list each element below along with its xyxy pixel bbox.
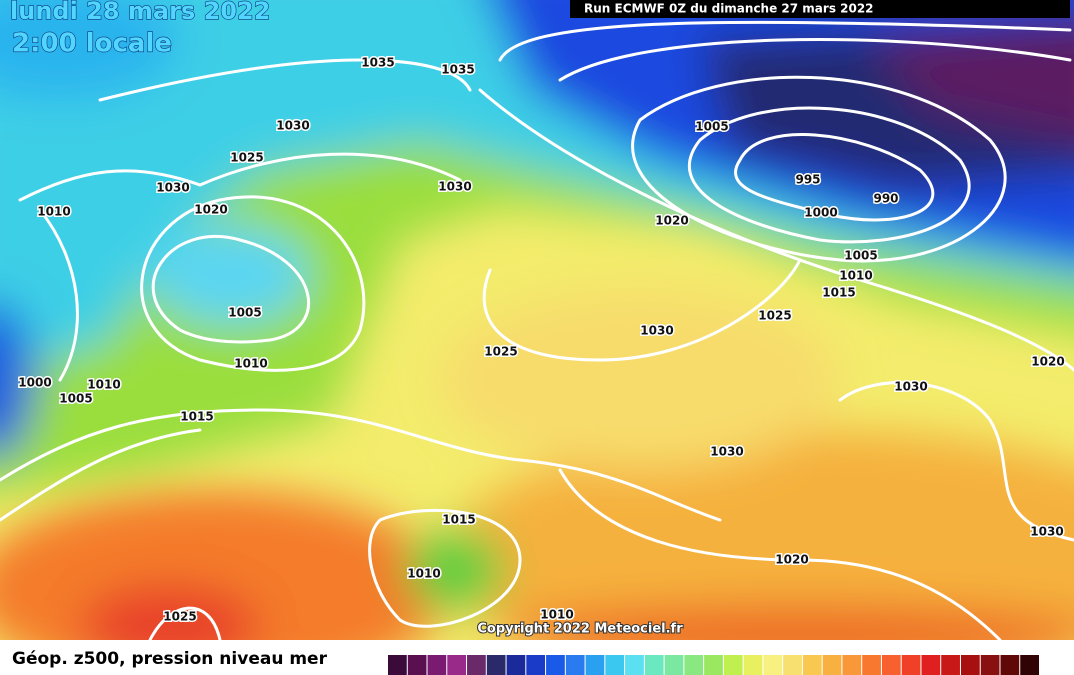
- isobar-label: 1005: [59, 392, 92, 406]
- isobar-label: 1015: [180, 410, 213, 424]
- isobars: [0, 20, 1074, 640]
- map-time: 2:00 locale: [12, 29, 172, 59]
- scale-swatch: [486, 655, 506, 675]
- isobar-label: 1000: [804, 206, 837, 220]
- scale-swatch: [723, 655, 743, 675]
- copyright: Copyright 2022 Meteociel.fr: [477, 622, 683, 637]
- scale-swatch: [506, 655, 526, 675]
- isobar-label: 1010: [37, 205, 70, 219]
- scale-swatch: [1000, 655, 1020, 675]
- isobar-label: 1025: [230, 151, 263, 165]
- scale-swatch: [427, 655, 447, 675]
- isobar-label: 1030: [438, 180, 471, 194]
- isobar-label: 1030: [710, 445, 743, 459]
- run-info: Run ECMWF 0Z du dimanche 27 mars 2022: [584, 2, 874, 16]
- isobar-label: 1010: [839, 269, 872, 283]
- isobar-label: 1030: [156, 181, 189, 195]
- scale-swatch: [901, 655, 921, 675]
- scale-swatch: [802, 655, 822, 675]
- scale-swatch: [960, 655, 980, 675]
- isobar-label: 1010: [540, 608, 573, 622]
- isobar-label: 1010: [234, 357, 267, 371]
- scale-swatch: [605, 655, 625, 675]
- isobar-label: 1015: [442, 513, 475, 527]
- isobar-label: 1005: [844, 249, 877, 263]
- isobar-label: 995: [795, 173, 820, 187]
- isobar-label: 1020: [775, 553, 808, 567]
- scale-swatch: [763, 655, 783, 675]
- scale-swatch: [842, 655, 862, 675]
- run-banner: [570, 0, 1070, 18]
- map-date: lundi 28 mars 2022: [10, 0, 270, 25]
- isobar-label: 1005: [228, 306, 261, 320]
- scale-swatch: [684, 655, 704, 675]
- scale-swatch: [862, 655, 881, 675]
- scale-swatch: [565, 655, 585, 675]
- scale-swatch: [644, 655, 664, 675]
- scale-swatch: [921, 655, 941, 675]
- scale-swatch: [664, 655, 684, 675]
- scale-swatch: [881, 655, 901, 675]
- isobar-label: 990: [873, 192, 898, 206]
- isobar-label: 1010: [87, 378, 120, 392]
- scale-swatch: [704, 655, 723, 675]
- scale-swatch: [743, 655, 763, 675]
- scale-swatch: [526, 655, 546, 675]
- legend-title: Géop. z500, pression niveau mer: [12, 649, 328, 669]
- scale-swatch: [585, 655, 605, 675]
- scale-swatch: [1020, 655, 1039, 675]
- isobar-label: 1000: [18, 376, 51, 390]
- isobar-label: 1030: [894, 380, 927, 394]
- isobar-label: 1030: [1030, 525, 1063, 539]
- isobar-label: 1005: [695, 120, 728, 134]
- isobar-label: 1030: [640, 324, 673, 338]
- isobar-label: 1035: [441, 63, 474, 77]
- isobar-label: 1020: [655, 214, 688, 228]
- isobar-label: 1015: [822, 286, 855, 300]
- isobar-label: 1020: [194, 203, 227, 217]
- isobar-label: 1010: [407, 567, 440, 581]
- scale-swatch: [783, 655, 802, 675]
- scale-swatch: [822, 655, 842, 675]
- color-scale: [388, 655, 1039, 675]
- isobar-label: 1025: [484, 345, 517, 359]
- scale-swatch: [467, 655, 486, 675]
- scale-swatch: [625, 655, 644, 675]
- scale-swatch: [546, 655, 565, 675]
- scale-swatch: [407, 655, 427, 675]
- isobar-label: 1025: [163, 610, 196, 624]
- isobar-label: 1035: [361, 56, 394, 70]
- scale-swatch: [388, 655, 407, 675]
- isobar-label: 1020: [1031, 355, 1064, 369]
- isobar-label: 1025: [758, 309, 791, 323]
- isobar-label: 1030: [276, 119, 309, 133]
- scale-swatch: [941, 655, 960, 675]
- isobar-labels: 1035 103510301025103010201010103010051010…: [17, 54, 1066, 625]
- scale-swatch: [447, 655, 467, 675]
- scale-swatch: [980, 655, 1000, 675]
